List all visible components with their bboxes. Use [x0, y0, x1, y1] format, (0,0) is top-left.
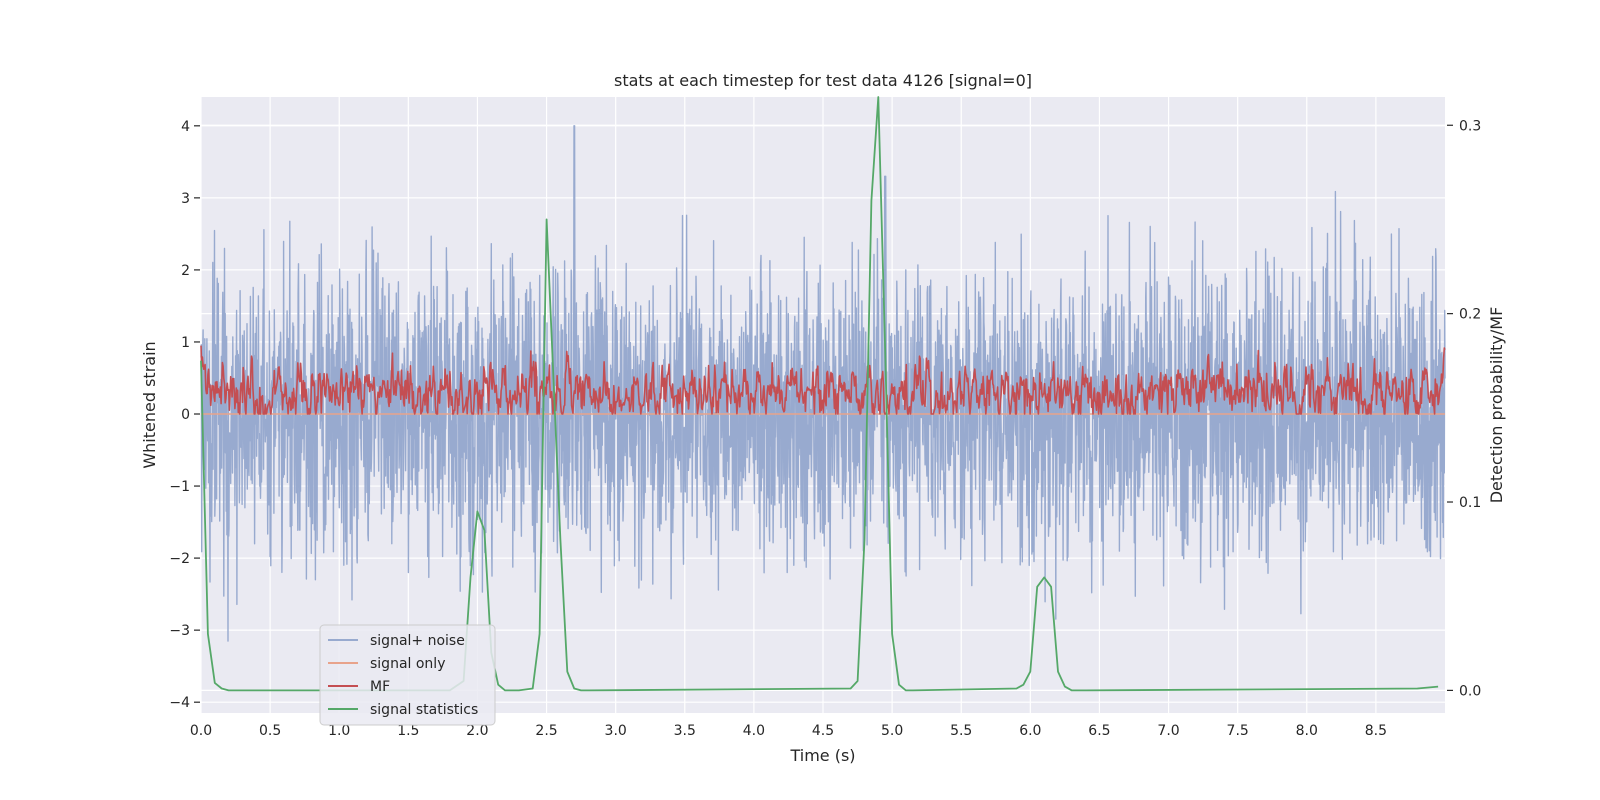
x-tick-label: 8.0 — [1296, 723, 1318, 739]
x-tick-label: 4.0 — [743, 723, 765, 739]
x-tick-label: 4.5 — [812, 723, 834, 739]
y-tick-label: −1 — [169, 479, 190, 495]
x-tick-label: 7.0 — [1157, 723, 1179, 739]
y-tick-label: 3 — [181, 191, 190, 207]
x-tick-label: 0.5 — [259, 723, 281, 739]
legend-box — [319, 624, 496, 726]
x-tick-label: 5.0 — [881, 723, 903, 739]
x-tick-label: 6.0 — [1019, 723, 1041, 739]
x-tick-label: 1.0 — [328, 723, 350, 739]
x-axis-label: Time (s) — [789, 746, 855, 765]
legend-label: signal+ noise — [370, 633, 465, 649]
x-tick-label: 6.5 — [1088, 723, 1110, 739]
y-right-tick-label: 0.0 — [1459, 683, 1481, 699]
y-tick-label: 4 — [181, 119, 190, 135]
y-right-tick-label: 0.2 — [1459, 307, 1481, 323]
y-tick-label: 1 — [181, 335, 190, 351]
y-axis-right-label: Detection probability/MF — [1487, 307, 1506, 504]
legend-label: MF — [370, 679, 390, 695]
axes-layer: 0.0 0.5 1.0 1.5 2.0 2.5 3.0 3.5 4.0 4.5 5.0 5.5 6.0 6… — [169, 118, 1481, 739]
x-tick-label: 5.5 — [950, 723, 972, 739]
y-axis-label: Whitened strain — [140, 341, 159, 468]
x-tick-label: 0.0 — [190, 723, 212, 739]
x-tick-label: 8.5 — [1365, 723, 1387, 739]
x-tick-label: 2.0 — [466, 723, 488, 739]
chart-title: stats at each timestep for test data 412… — [614, 71, 1032, 90]
legend-label: signal statistics — [370, 702, 478, 718]
y-tick-label: −4 — [169, 695, 190, 711]
y-tick-label: 0 — [181, 407, 190, 423]
series-signal-noise — [200, 125, 1446, 642]
y-tick-label: 2 — [181, 263, 190, 279]
y-right-tick-label: 0.3 — [1459, 118, 1481, 134]
y-tick-label: −3 — [169, 623, 190, 639]
x-tick-label: 2.5 — [535, 723, 557, 739]
series-mf — [200, 345, 1446, 415]
x-tick-label: 1.5 — [397, 723, 419, 739]
x-tick-label: 7.5 — [1227, 723, 1249, 739]
x-tick-label: 3.5 — [674, 723, 696, 739]
y-right-tick-label: 0.1 — [1459, 495, 1481, 511]
legend-label: signal only — [370, 656, 445, 672]
y-tick-label: −2 — [169, 551, 190, 567]
legend: signal+ noise signal only MF signal statist… — [319, 624, 496, 726]
x-tick-label: 3.0 — [605, 723, 627, 739]
